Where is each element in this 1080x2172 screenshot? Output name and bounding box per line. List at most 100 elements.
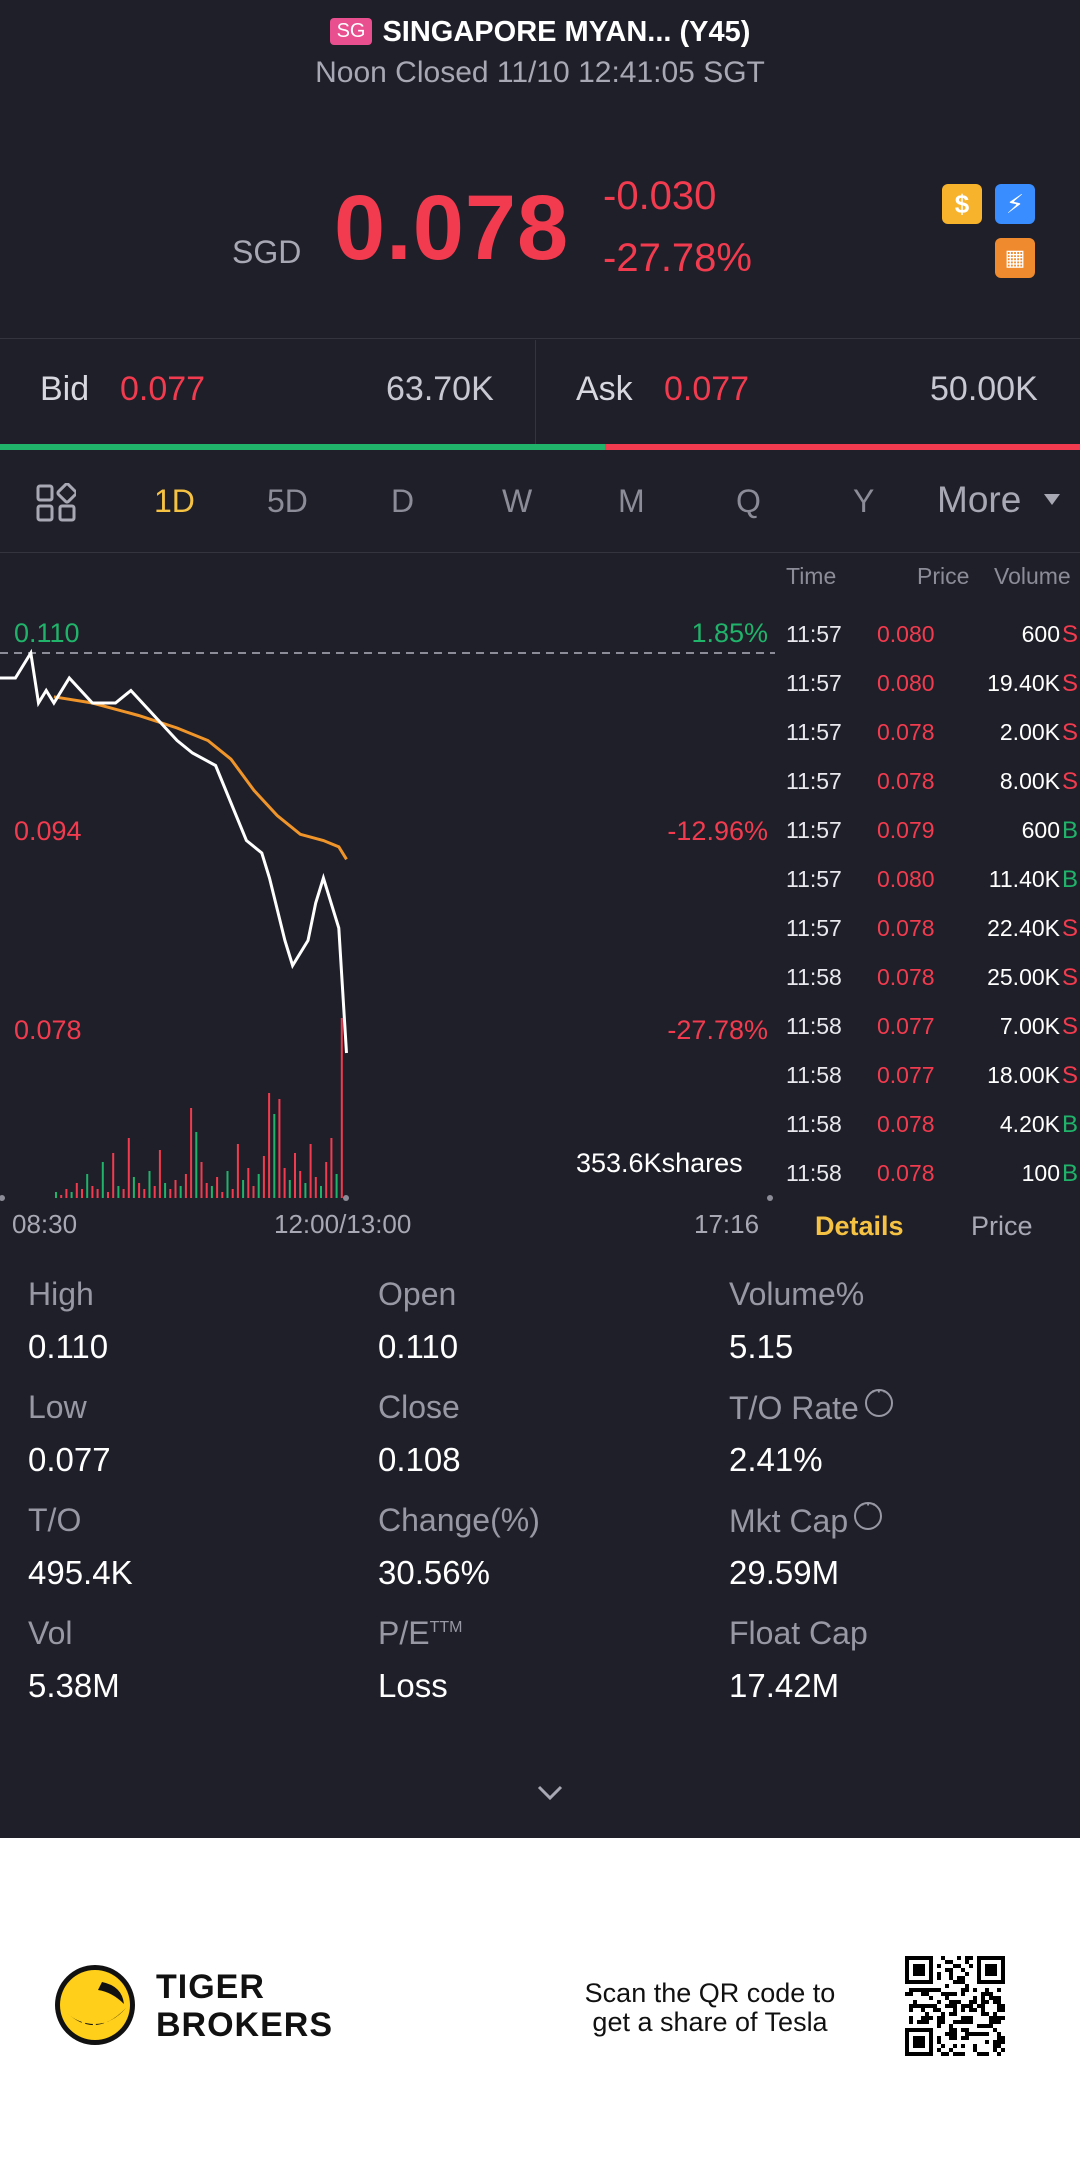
volume-bar (127, 1138, 130, 1198)
volume-bar (122, 1189, 125, 1198)
grid-badge-icon[interactable]: ▦ (995, 238, 1035, 278)
stat-change-label: Change(%) (378, 1502, 540, 1538)
volume-bar (81, 1189, 83, 1198)
tab-m[interactable]: M (618, 483, 645, 519)
trade-volume: 11.40K (988, 866, 1060, 892)
trade-price: 0.080 (877, 621, 935, 647)
volume-bar (330, 1138, 333, 1198)
volume-bar (200, 1162, 203, 1198)
grid-icon[interactable] (36, 483, 76, 523)
trade-time: 11:57 (786, 768, 842, 794)
axis-label-high: 0.110 (14, 618, 80, 648)
last-price: 0.078 (334, 177, 570, 279)
tab-5d[interactable]: 5D (267, 483, 308, 519)
ask-volume: 50.00K (930, 370, 1038, 408)
trade-price: 0.078 (877, 1111, 935, 1137)
trade-volume: 7.00K (999, 1013, 1060, 1039)
intraday-chart[interactable] (0, 553, 780, 1253)
trade-time: 11:57 (786, 915, 842, 941)
tab-1d[interactable]: 1D (154, 483, 195, 519)
trade-row: 11:57 0.080 600 S (784, 618, 1080, 667)
tab-more[interactable]: More (937, 479, 1022, 520)
volume-bar (169, 1189, 172, 1198)
dollar-icon[interactable]: $ (942, 184, 982, 224)
volume-bar (75, 1183, 78, 1198)
trade-time: 11:58 (786, 964, 842, 990)
trade-time: 11:57 (786, 719, 842, 745)
tab-y[interactable]: Y (853, 483, 875, 519)
trade-side: B (1061, 817, 1078, 844)
volume-bar (262, 1156, 265, 1198)
stat-high-value: 0.110 (28, 1328, 109, 1365)
volume-bar (294, 1153, 296, 1198)
volume-bar (252, 1186, 255, 1198)
volume-bar (138, 1183, 141, 1198)
tab-d[interactable]: D (391, 483, 415, 519)
trade-list[interactable]: 11:57 0.080 600 S 11:57 0.080 19.40K S 11:57 0.07… (784, 618, 1080, 1206)
axis-label-mid: 0.094 (14, 816, 82, 846)
trade-row: 11:57 0.078 2.00K S (784, 716, 1080, 765)
ask-price: 0.077 (664, 370, 750, 408)
tab-details[interactable]: Details (815, 1211, 904, 1241)
stat-to-label: T/O (28, 1502, 82, 1538)
volume-bar (70, 1192, 73, 1198)
volume-bar (278, 1099, 281, 1198)
col-volume: Volume (994, 563, 1071, 589)
volume-bar (320, 1186, 322, 1198)
tiger-brokers-logo-icon (55, 1965, 135, 2045)
trade-side: S (1061, 1062, 1078, 1089)
volume-bar (174, 1180, 177, 1198)
trade-volume: 18.00K (987, 1062, 1060, 1088)
flash-icon[interactable]: ⚡ (995, 184, 1035, 224)
volume-label: 353.6Kshares (576, 1148, 743, 1178)
volume-bar (242, 1180, 245, 1198)
stat-volpct-value: 5.15 (729, 1328, 794, 1365)
caret-down-icon[interactable] (1044, 494, 1060, 505)
tab-w[interactable]: W (502, 483, 533, 519)
trade-row: 11:57 0.079 600 B (784, 814, 1080, 863)
volume-bar (112, 1153, 115, 1198)
trade-time: 11:57 (786, 817, 842, 843)
trade-time: 11:58 (786, 1013, 842, 1039)
scan-text-line1: Scan the QR code to (584, 1978, 836, 2008)
divider (0, 552, 1080, 553)
volume-bar (221, 1192, 224, 1198)
stat-pe-value: Loss (378, 1667, 448, 1704)
volume-bar (132, 1177, 135, 1198)
trade-volume: 19.40K (987, 670, 1060, 696)
trade-row: 11:58 0.078 25.00K S (784, 961, 1080, 1010)
stat-open-value: 0.110 (378, 1328, 459, 1365)
trade-row: 11:57 0.080 19.40K S (784, 667, 1080, 716)
stock-title: SG SINGAPORE MYAN... (Y45) (0, 16, 1080, 49)
qr-code (905, 1956, 1005, 2056)
pct-label-low: -27.78% (667, 1015, 768, 1045)
trade-side: B (1061, 1160, 1078, 1187)
volume-bar (247, 1168, 250, 1198)
chevron-down-icon[interactable] (535, 1778, 565, 1808)
volume-bar (325, 1162, 328, 1198)
tab-q[interactable]: Q (736, 483, 761, 519)
trade-volume: 4.20K (999, 1111, 1060, 1137)
info-icon[interactable] (854, 1493, 883, 1530)
trade-row: 11:57 0.080 11.40K B (784, 863, 1080, 912)
tab-price[interactable]: Price (971, 1211, 1033, 1241)
trade-price: 0.077 (877, 1013, 935, 1039)
stat-torate-label: T/O Rate (729, 1380, 893, 1427)
trade-side: B (1061, 866, 1078, 893)
bid-label: Bid (40, 370, 90, 408)
stat-change-value: 30.56% (378, 1554, 490, 1591)
volume-bar (283, 1168, 286, 1198)
volume-bar (335, 1174, 338, 1198)
info-icon[interactable] (864, 1380, 893, 1417)
pct-label-high: 1.85% (691, 618, 768, 648)
stat-pe-label: P/ETTM (378, 1615, 463, 1651)
stat-torate-value: 2.41% (729, 1441, 823, 1478)
trade-volume: 100 (1021, 1160, 1060, 1186)
stat-vol-label: Vol (28, 1615, 73, 1651)
trade-row: 11:58 0.078 4.20K B (784, 1108, 1080, 1157)
trade-side: S (1061, 621, 1078, 648)
trade-price: 0.079 (877, 817, 935, 843)
trade-time: 11:57 (786, 866, 842, 892)
scan-text-line2: get a share of Tesla (592, 2007, 828, 2037)
bid-ratio-bar (0, 444, 605, 450)
